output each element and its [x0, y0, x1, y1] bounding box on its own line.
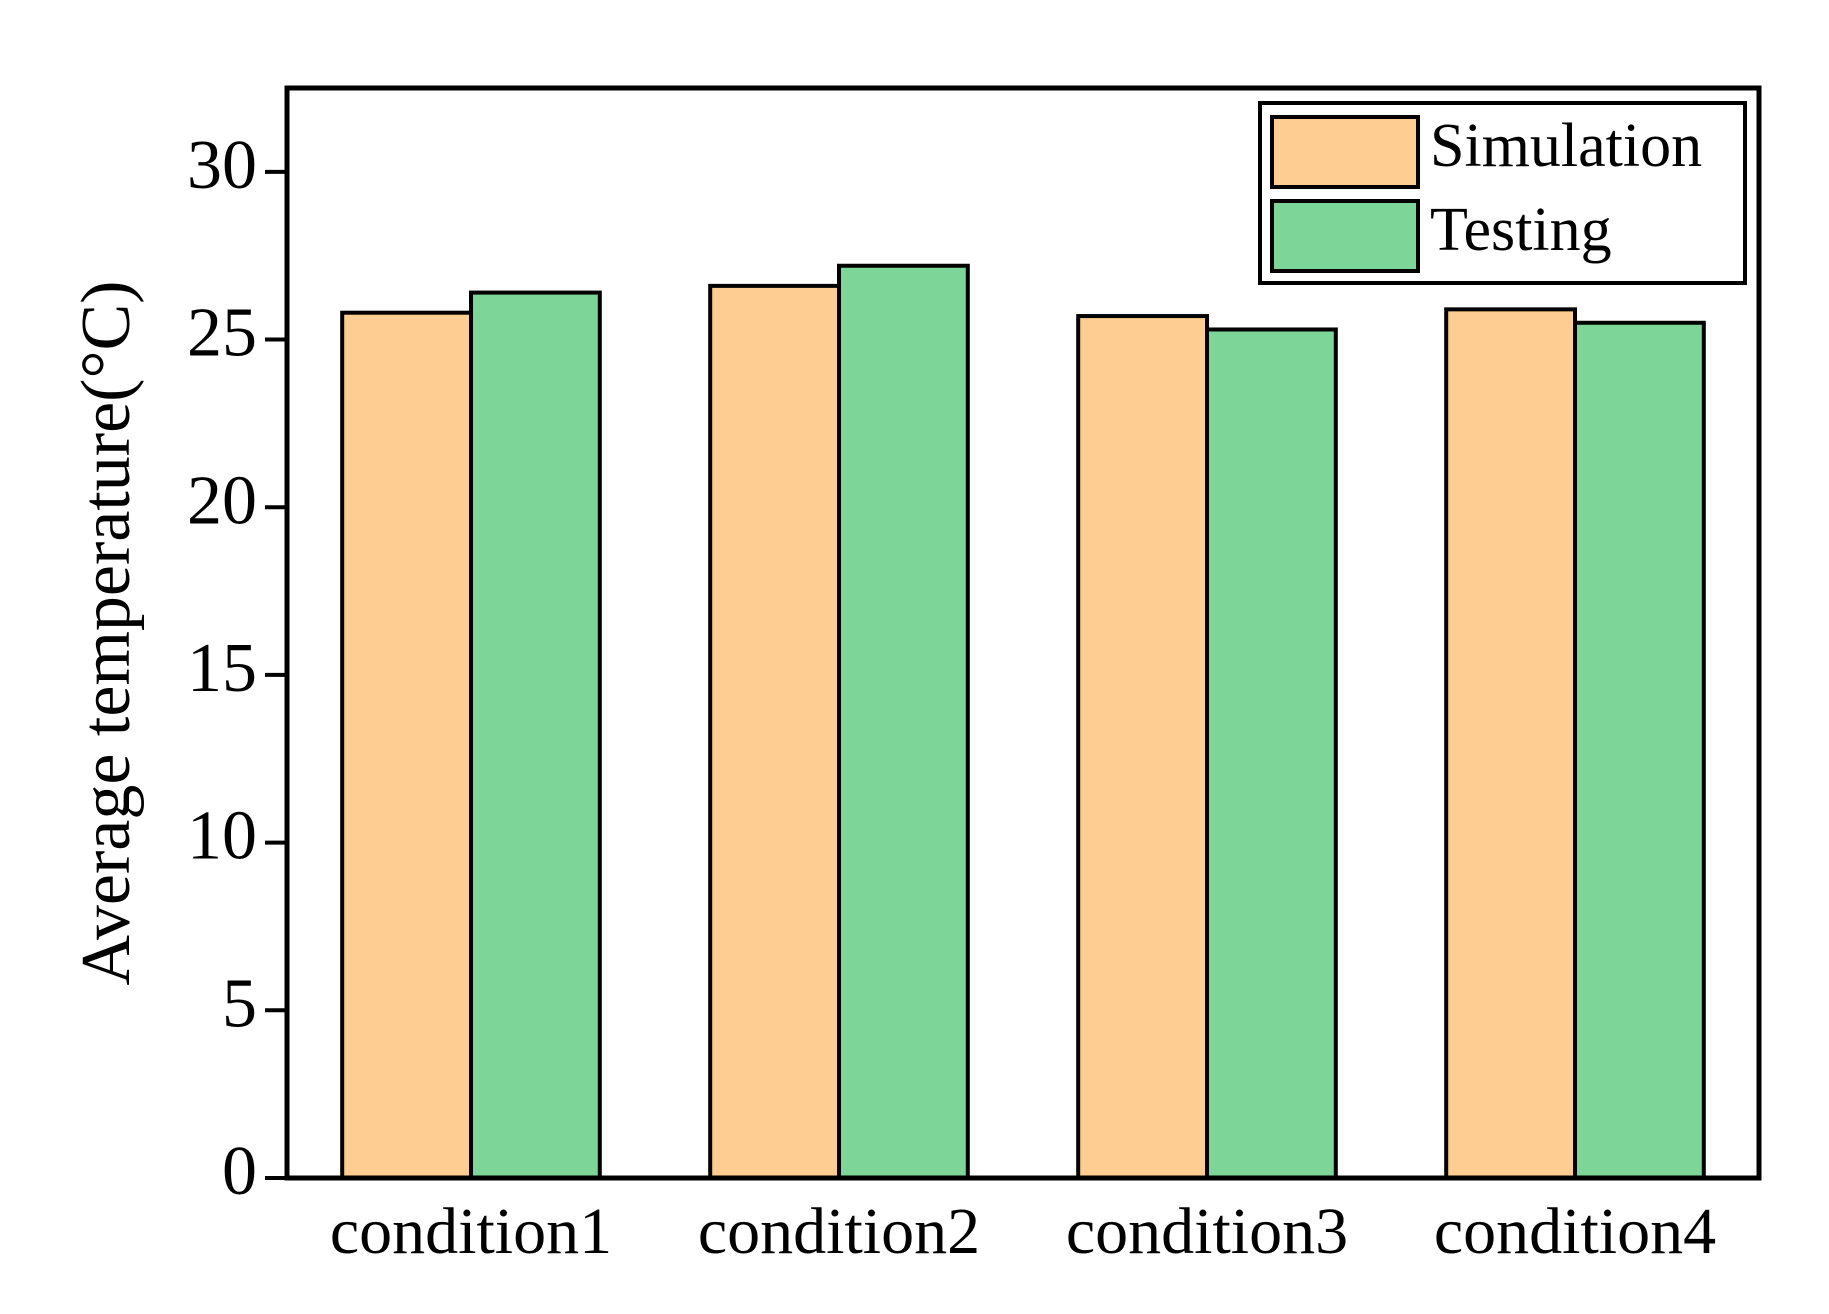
- y-tick-label: 10: [187, 798, 257, 875]
- y-tick-label: 0: [222, 1133, 257, 1210]
- bar: [1444, 307, 1577, 1181]
- bar: [837, 263, 970, 1180]
- legend-label: Simulation: [1430, 112, 1702, 180]
- legend-swatch: [1270, 199, 1420, 273]
- bar: [1573, 320, 1706, 1180]
- bar: [708, 283, 842, 1180]
- y-axis-label: Average temperature(°C): [68, 281, 145, 986]
- y-tick-label: 25: [187, 295, 257, 372]
- x-tick-label: condition4: [1434, 1195, 1716, 1268]
- bar: [340, 310, 474, 1180]
- legend-label: Testing: [1430, 196, 1612, 264]
- x-tick-label: condition2: [698, 1195, 980, 1268]
- plot-frame: [284, 85, 1762, 1181]
- bar: [469, 290, 602, 1181]
- y-tick-label: 30: [187, 127, 257, 204]
- x-tick-label: condition1: [330, 1195, 612, 1268]
- y-tick-label: 5: [222, 965, 257, 1042]
- x-tick-label: condition3: [1066, 1195, 1348, 1268]
- legend-swatch: [1270, 115, 1420, 189]
- y-tick-label: 15: [187, 630, 257, 707]
- y-tick-label: 20: [187, 462, 257, 539]
- bar: [1205, 327, 1338, 1180]
- bar: [1076, 314, 1209, 1180]
